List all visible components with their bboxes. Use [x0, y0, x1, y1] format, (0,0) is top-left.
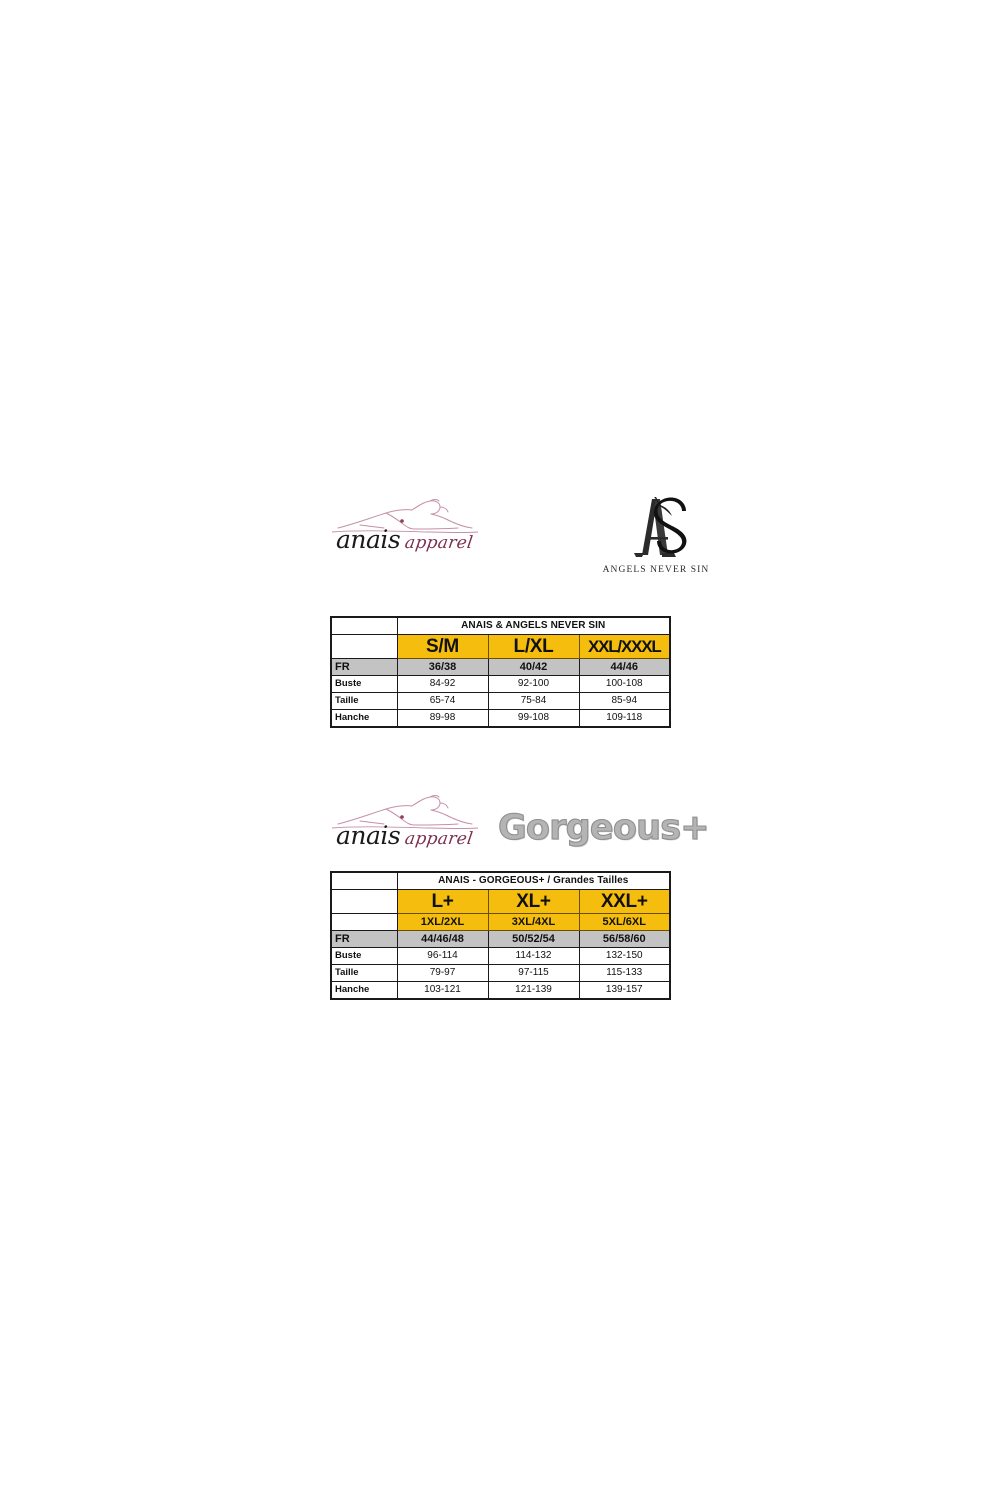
table-corner-cell-3: [330, 913, 398, 931]
size-header-0: S/M: [396, 634, 489, 659]
cell-fr-0: 36/38: [396, 658, 489, 676]
table-corner-cell-2: [330, 634, 398, 659]
cell-hanche-1: 99-108: [487, 709, 580, 728]
table-row: Buste 84-92 92-100 100-108: [330, 675, 671, 693]
table-row: Hanche 103-121 121-139 139-157: [330, 981, 671, 1000]
table-size-header-row: L+ XL+ XXL+: [330, 889, 671, 914]
size-header-2: XXL+: [578, 889, 671, 914]
subsize-header-1: 3XL/4XL: [487, 913, 580, 931]
anais-word-sub: apparel: [403, 829, 475, 849]
table-title-row: ANAIS & ANGELS NEVER SIN: [330, 616, 671, 635]
cell-fr-2: 56/58/60: [578, 930, 671, 948]
brand-logo-row-anais-gorgeous: anais apparel Gorgeous+: [0, 788, 1000, 878]
table-row: Taille 65-74 75-84 85-94: [330, 692, 671, 710]
anais-word-sub: apparel: [403, 533, 475, 553]
cell-buste-2: 100-108: [578, 675, 671, 693]
row-label-buste: Buste: [330, 675, 398, 693]
table-title: ANAIS & ANGELS NEVER SIN: [396, 616, 671, 635]
table-title-row: ANAIS - GORGEOUS+ / Grandes Tailles: [330, 871, 671, 890]
cell-taille-0: 79-97: [396, 964, 489, 982]
anais-wordmark-2: anais apparel: [336, 821, 480, 851]
reclining-woman-line-art-icon: [331, 499, 479, 534]
table-row: FR 44/46/48 50/52/54 56/58/60: [330, 930, 671, 948]
angels-never-sin-name: ANGELS NEVER SIN: [602, 565, 710, 575]
table-row: Taille 79-97 97-115 115-133: [330, 964, 671, 982]
table-corner-cell-2: [330, 889, 398, 914]
size-header-0: L+: [396, 889, 489, 914]
row-label-hanche: Hanche: [330, 709, 398, 728]
cell-taille-2: 85-94: [578, 692, 671, 710]
table-size-header-row: S/M L/XL XXL/XXXL: [330, 634, 671, 659]
subsize-header-2: 5XL/6XL: [578, 913, 671, 931]
table-corner-cell: [330, 871, 398, 890]
anais-apparel-logo-2: anais apparel: [330, 793, 480, 855]
cell-buste-1: 92-100: [487, 675, 580, 693]
cell-buste-0: 84-92: [396, 675, 489, 693]
table-row: Buste 96-114 114-132 132-150: [330, 947, 671, 965]
cell-hanche-2: 109-118: [578, 709, 671, 728]
row-label-hanche: Hanche: [330, 981, 398, 1000]
anais-apparel-logo: anais apparel: [330, 497, 480, 559]
cell-hanche-0: 89-98: [396, 709, 489, 728]
row-label-taille: Taille: [330, 964, 398, 982]
cell-fr-0: 44/46/48: [396, 930, 489, 948]
anais-word-main: anais: [336, 821, 401, 850]
row-label-fr: FR: [330, 658, 398, 676]
size-chart-anais-angels-never-sin: ANAIS & ANGELS NEVER SIN S/M L/XL XXL/XX…: [330, 616, 671, 728]
cell-fr-1: 40/42: [487, 658, 580, 676]
subsize-header-0: 1XL/2XL: [396, 913, 489, 931]
cell-hanche-0: 103-121: [396, 981, 489, 1000]
row-label-taille: Taille: [330, 692, 398, 710]
row-label-fr: FR: [330, 930, 398, 948]
table-row: Hanche 89-98 99-108 109-118: [330, 709, 671, 728]
brand-logo-row-anais-angels: anais apparel ANGELS NEVER SIN: [0, 495, 1000, 585]
size-header-1: L/XL: [487, 634, 580, 659]
size-header-1: XL+: [487, 889, 580, 914]
cell-buste-0: 96-114: [396, 947, 489, 965]
anais-word-main: anais: [336, 525, 401, 554]
row-label-buste: Buste: [330, 947, 398, 965]
cell-buste-2: 132-150: [578, 947, 671, 965]
gorgeous-plus-logo: Gorgeous+: [497, 806, 710, 854]
anais-wordmark: anais apparel: [336, 525, 480, 555]
cell-taille-2: 115-133: [578, 964, 671, 982]
cell-taille-1: 97-115: [487, 964, 580, 982]
cell-taille-0: 65-74: [396, 692, 489, 710]
cell-hanche-2: 139-157: [578, 981, 671, 1000]
table-corner-cell: [330, 616, 398, 635]
cell-hanche-1: 121-139: [487, 981, 580, 1000]
table-title: ANAIS - GORGEOUS+ / Grandes Tailles: [396, 871, 671, 890]
cell-taille-1: 75-84: [487, 692, 580, 710]
angels-never-sin-logo: ANGELS NEVER SIN: [596, 495, 716, 583]
size-chart-anais-gorgeous-plus: ANAIS - GORGEOUS+ / Grandes Tailles L+ X…: [330, 871, 671, 1000]
table-subsize-header-row: 1XL/2XL 3XL/4XL 5XL/6XL: [330, 913, 671, 931]
table-row: FR 36/38 40/42 44/46: [330, 658, 671, 676]
as-winged-monogram-icon: [634, 497, 687, 557]
size-header-2: XXL/XXXL: [578, 634, 671, 659]
gorgeous-plus-wordmark: Gorgeous+: [497, 807, 710, 848]
cell-fr-2: 44/46: [578, 658, 671, 676]
cell-fr-1: 50/52/54: [487, 930, 580, 948]
reclining-woman-line-art-icon: [331, 795, 479, 830]
cell-buste-1: 114-132: [487, 947, 580, 965]
